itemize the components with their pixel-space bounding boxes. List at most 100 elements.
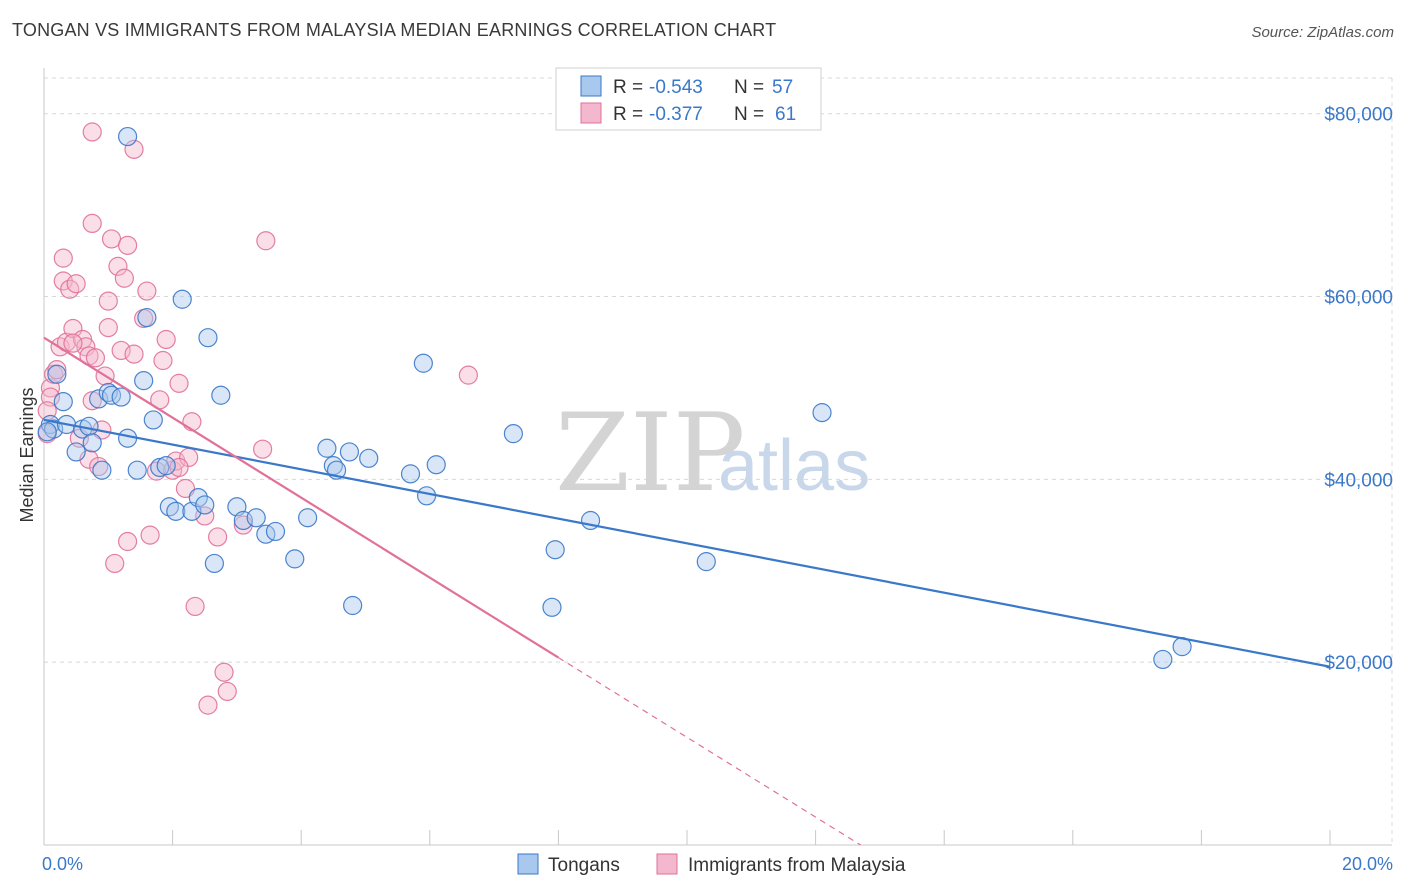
watermark: ZIP atlas xyxy=(555,391,870,516)
tongans-point-54[interactable] xyxy=(1153,649,1173,670)
x-tick-label-1: 20.0% xyxy=(1342,854,1393,874)
tongans-point-35[interactable] xyxy=(285,549,305,569)
tongans-point-37[interactable] xyxy=(317,438,337,458)
tongans-point-27[interactable] xyxy=(198,328,218,348)
tongans-point-12[interactable] xyxy=(101,385,122,405)
tongans-point-53[interactable] xyxy=(117,126,138,147)
stats-legend-swatch-malaysia xyxy=(580,102,602,124)
malaysia-point-54[interactable] xyxy=(256,231,276,251)
tongans-point-25[interactable] xyxy=(188,488,208,508)
watermark-atlas: atlas xyxy=(718,426,870,506)
tongans-point-8[interactable] xyxy=(82,433,102,453)
tongans-point-17[interactable] xyxy=(137,307,157,328)
tongans-point-47[interactable] xyxy=(503,424,523,444)
stats-legend-swatch-tongans xyxy=(580,75,602,97)
series-tongans-points xyxy=(37,126,1192,670)
tongans-point-28[interactable] xyxy=(204,553,224,574)
tongans-point-19[interactable] xyxy=(150,457,170,478)
malaysia-point-18[interactable] xyxy=(82,213,102,233)
tongans-point-11[interactable] xyxy=(98,382,118,403)
malaysia-point-57[interactable] xyxy=(458,365,478,385)
bottom-legend-label-malaysia[interactable]: Immigrants from Malaysia xyxy=(688,855,906,876)
malaysia-point-32[interactable] xyxy=(124,344,144,364)
tongans-point-5[interactable] xyxy=(66,442,86,462)
malaysia-point-34[interactable] xyxy=(137,281,157,301)
tongans-point-10[interactable] xyxy=(92,460,112,480)
tongans-point-40[interactable] xyxy=(339,442,360,462)
tongans-point-26[interactable] xyxy=(195,495,215,515)
tongans-point-13[interactable] xyxy=(111,387,131,407)
malaysia-point-36[interactable] xyxy=(146,461,167,481)
tongans-point-34[interactable] xyxy=(265,521,286,542)
malaysia-point-25[interactable] xyxy=(101,229,122,249)
malaysia-point-30[interactable] xyxy=(117,235,138,255)
malaysia-point-45[interactable] xyxy=(182,412,202,432)
tongans-point-45[interactable] xyxy=(416,486,437,506)
tongans-point-9[interactable] xyxy=(89,389,109,409)
malaysia-point-20[interactable] xyxy=(89,456,109,477)
malaysia-point-24[interactable] xyxy=(98,291,118,311)
watermark-zip: ZIP xyxy=(555,391,745,516)
malaysia-point-28[interactable] xyxy=(111,340,131,361)
y-tick-label-0: $20,000 xyxy=(1324,653,1393,674)
tongans-point-16[interactable] xyxy=(134,371,154,391)
tongans-point-20[interactable] xyxy=(156,456,176,476)
trend-line-malaysia xyxy=(43,336,559,659)
malaysia-point-17[interactable] xyxy=(82,391,102,411)
malaysia-point-19[interactable] xyxy=(85,348,106,368)
bottom-legend-swatch-tongans[interactable] xyxy=(517,853,539,875)
malaysia-point-27[interactable] xyxy=(108,256,128,276)
malaysia-point-46[interactable] xyxy=(185,596,205,617)
x-tick-labels: 0.0% 20.0% xyxy=(42,854,1393,874)
malaysia-point-38[interactable] xyxy=(153,350,173,371)
malaysia-point-31[interactable] xyxy=(117,531,138,552)
tongans-point-51[interactable] xyxy=(696,552,716,572)
tongans-point-46[interactable] xyxy=(426,455,446,475)
malaysia-point-26[interactable] xyxy=(105,553,125,574)
malaysia-point-29[interactable] xyxy=(114,268,134,288)
malaysia-point-48[interactable] xyxy=(198,695,218,715)
tongans-point-42[interactable] xyxy=(359,448,379,468)
malaysia-point-58[interactable] xyxy=(63,333,83,353)
stats-legend-n-value-0: 57 xyxy=(772,77,793,98)
malaysia-point-55[interactable] xyxy=(82,122,102,142)
malaysia-point-51[interactable] xyxy=(217,681,237,702)
tongans-point-2[interactable] xyxy=(47,364,67,384)
tongans-point-43[interactable] xyxy=(400,464,421,484)
tongans-point-32[interactable] xyxy=(246,508,266,528)
malaysia-point-50[interactable] xyxy=(214,662,234,682)
malaysia-point-53[interactable] xyxy=(253,439,273,459)
bottom-legend-swatch-malaysia[interactable] xyxy=(656,853,678,875)
stats-legend-r-value-0: -0.543 xyxy=(649,77,703,98)
tongans-point-23[interactable] xyxy=(172,289,192,309)
stats-legend-n-value-1: 61 xyxy=(775,104,796,125)
malaysia-point-23[interactable] xyxy=(98,318,118,338)
tongans-point-44[interactable] xyxy=(413,353,433,373)
tongans-point-29[interactable] xyxy=(211,385,231,405)
stats-legend-r-label-0: R = xyxy=(613,77,643,98)
malaysia-point-4[interactable] xyxy=(47,360,67,380)
bottom-legend-label-tongans[interactable]: Tongans xyxy=(548,855,620,876)
malaysia-point-10[interactable] xyxy=(63,318,83,339)
malaysia-point-7[interactable] xyxy=(53,248,73,268)
tongans-point-36[interactable] xyxy=(298,508,318,528)
y-tick-labels: $20,000 $40,000 $60,000 $80,000 xyxy=(1324,105,1393,674)
malaysia-point-35[interactable] xyxy=(140,525,160,545)
tongans-point-56[interactable] xyxy=(37,422,57,442)
tongans-point-18[interactable] xyxy=(143,410,163,430)
tongans-point-3[interactable] xyxy=(53,392,73,412)
y-tick-label-3: $80,000 xyxy=(1324,105,1393,126)
y-axis-label: Median Earnings xyxy=(17,387,37,522)
malaysia-point-49[interactable] xyxy=(208,527,228,547)
tongans-point-52[interactable] xyxy=(812,403,832,423)
malaysia-point-47[interactable] xyxy=(195,506,215,526)
tongans-point-15[interactable] xyxy=(127,460,147,480)
tongans-point-49[interactable] xyxy=(545,540,565,560)
malaysia-point-42[interactable] xyxy=(169,373,189,393)
malaysia-point-11[interactable] xyxy=(66,274,86,294)
tongans-point-48[interactable] xyxy=(542,597,562,617)
tongans-point-41[interactable] xyxy=(343,595,363,616)
tongans-point-22[interactable] xyxy=(166,501,186,521)
malaysia-point-39[interactable] xyxy=(156,329,176,350)
